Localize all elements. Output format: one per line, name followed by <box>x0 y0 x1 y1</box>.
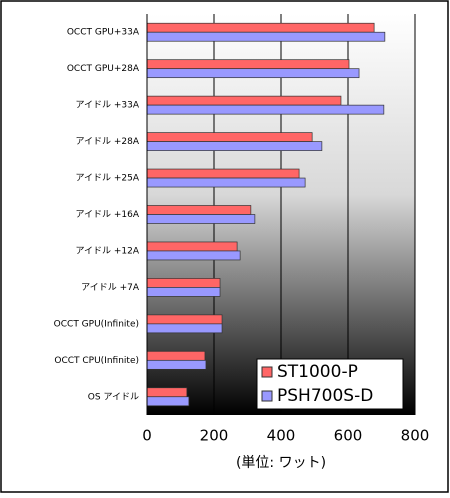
bar <box>146 177 306 188</box>
x-tick-label: 0 <box>142 427 152 445</box>
bar <box>146 250 241 261</box>
x-axis-label: (単位: ワット) <box>236 455 326 471</box>
bar <box>146 278 221 288</box>
bar <box>146 350 206 361</box>
y-tick-label: アイドル +28A <box>75 137 139 147</box>
legend-label: ST1000-P <box>277 362 358 382</box>
bar <box>146 59 350 70</box>
bar <box>146 141 323 151</box>
bar <box>146 323 223 334</box>
x-tick-label: 400 <box>267 427 296 445</box>
bar <box>146 104 385 115</box>
bar <box>146 241 238 252</box>
bar <box>146 396 190 407</box>
bar <box>146 22 375 33</box>
bar <box>146 132 313 142</box>
legend-swatch <box>261 366 273 378</box>
bar <box>146 214 256 224</box>
y-tick-label: アイドル +12A <box>75 246 139 256</box>
legend-label: PSH700S-D <box>277 386 373 406</box>
bar <box>146 287 221 297</box>
x-tick-label: 600 <box>334 427 363 445</box>
bar <box>146 314 223 325</box>
y-tick-label: アイドル +33A <box>75 101 139 111</box>
y-tick-label: アイドル +7A <box>81 283 140 293</box>
bar <box>146 168 300 179</box>
x-tick-label: 800 <box>401 427 430 445</box>
y-tick-label: OCCT GPU+28A <box>67 64 140 74</box>
bar <box>146 205 252 215</box>
bar <box>146 387 188 398</box>
legend-box <box>256 358 404 410</box>
y-tick-label: OCCT GPU(Infinite) <box>54 319 139 329</box>
y-tick-label: アイドル +16A <box>75 210 139 220</box>
x-tick-label: 200 <box>200 427 229 445</box>
y-tick-label: アイドル +25A <box>75 174 139 184</box>
y-tick-label: OCCT GPU+33A <box>67 28 140 38</box>
bar <box>146 359 207 370</box>
y-tick-label: OS アイドル <box>88 392 139 402</box>
legend-swatch <box>261 390 273 402</box>
bar <box>146 31 386 42</box>
bar <box>146 95 342 106</box>
bar <box>146 68 360 79</box>
y-tick-label: OCCT CPU(Infinite) <box>54 356 139 366</box>
